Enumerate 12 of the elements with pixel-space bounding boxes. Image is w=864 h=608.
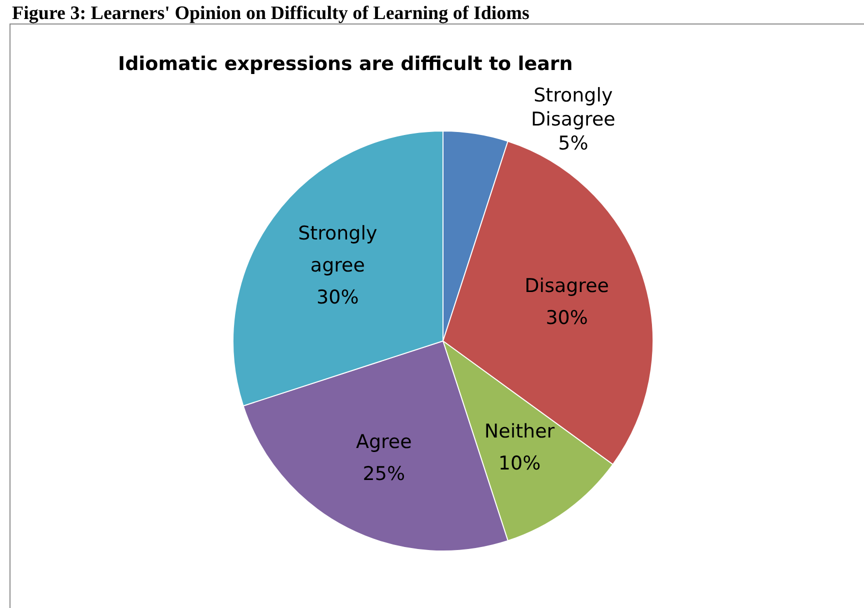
slice-label: Neither <box>484 420 555 442</box>
data-label: 30% <box>546 306 588 329</box>
data-label: 25% <box>362 463 406 486</box>
slice-label: Strongly Disagree <box>531 84 616 130</box>
slice-label: Disagree <box>524 274 609 297</box>
chart-subtitle: Idiomatic expressions are difficult to learn <box>118 53 573 75</box>
data-label: 10% <box>498 452 541 474</box>
data-label: 5% <box>558 132 588 154</box>
slice-label: Agree <box>356 431 412 454</box>
data-label: 30% <box>316 286 359 308</box>
slice-label: Strongly agree <box>298 222 378 276</box>
chart-title: Figure 3: Learners' Opinion on Difficulty of Learning of Idioms <box>12 3 530 24</box>
